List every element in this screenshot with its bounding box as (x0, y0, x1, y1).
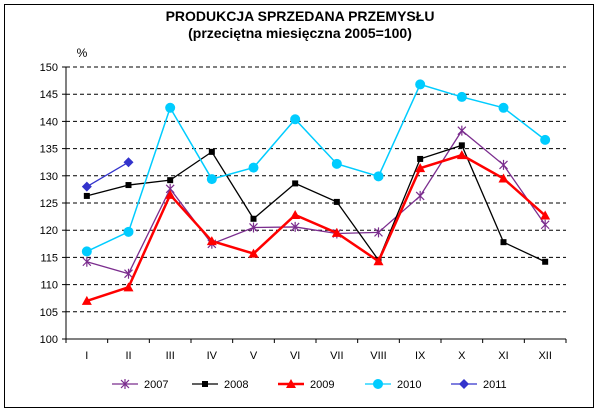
legend-label: 2009 (310, 379, 334, 391)
series-line-2009 (86, 153, 546, 303)
data-point-2009 (498, 173, 509, 183)
y-tick-label: 140 (40, 116, 58, 128)
data-point-2008 (83, 192, 90, 199)
data-point-2010 (540, 134, 551, 145)
x-tick-label: XI (498, 350, 508, 362)
series-line-2007 (86, 129, 546, 275)
series-line-2011 (86, 161, 129, 188)
data-point-2009 (206, 236, 217, 246)
data-point-2007 (124, 268, 133, 279)
data-point-2010 (123, 226, 134, 237)
data-point-2010 (248, 162, 259, 173)
data-point-2010 (81, 246, 92, 257)
data-point-2007 (540, 219, 550, 230)
data-point-2010 (206, 174, 217, 185)
x-tick-label: IX (415, 350, 426, 362)
legend-marker (373, 379, 383, 389)
data-point-2007 (82, 256, 92, 267)
data-point-2011 (81, 181, 92, 192)
data-point-2007 (457, 125, 467, 136)
data-point-2009 (165, 189, 176, 199)
legend-label: 2011 (483, 379, 507, 391)
y-tick-label: 145 (40, 89, 58, 101)
x-tick-label: VII (330, 350, 343, 362)
y-tick-label: 105 (40, 307, 58, 319)
chart-title: PRODUKCJA SPRZEDANA PRZEMYSŁU (165, 8, 435, 24)
data-point-2008 (208, 148, 215, 155)
data-point-2010 (498, 102, 509, 113)
y-tick-label: 125 (40, 198, 58, 210)
y-tick-label: 110 (40, 280, 58, 292)
data-point-2009 (81, 295, 92, 305)
data-point-2010 (290, 114, 301, 125)
legend-label: 2008 (224, 379, 248, 391)
x-tick-label: II (125, 350, 131, 362)
legend-marker (286, 379, 296, 388)
data-point-2008 (125, 182, 132, 189)
legend-label: 2010 (397, 379, 421, 391)
chart-subtitle: (przeciętna miesięczna 2005=100) (188, 25, 412, 41)
x-tick-label: X (458, 350, 466, 362)
x-tick-label: V (250, 350, 258, 362)
data-point-2009 (456, 150, 467, 160)
data-point-2008 (458, 142, 465, 149)
data-point-2010 (373, 171, 384, 182)
data-point-2008 (333, 198, 340, 205)
data-point-2008 (250, 215, 257, 222)
data-point-2010 (165, 102, 176, 113)
x-tick-label: VI (290, 350, 300, 362)
data-point-2008 (292, 180, 299, 187)
legend-marker (459, 379, 469, 389)
x-tick-label: XII (538, 350, 551, 362)
series-line-2010 (86, 83, 546, 253)
y-tick-label: 135 (40, 144, 58, 156)
data-point-2009 (331, 227, 342, 237)
data-point-2007 (415, 190, 425, 201)
x-tick-label: IV (207, 350, 218, 362)
data-point-2007 (249, 222, 258, 233)
data-point-2007 (499, 159, 508, 170)
data-point-2008 (167, 177, 174, 184)
y-tick-label: 100 (40, 334, 58, 346)
y-tick-label: 150 (40, 62, 58, 74)
data-point-2010 (456, 91, 467, 102)
x-tick-label: III (166, 350, 175, 362)
data-point-2011 (123, 157, 134, 168)
x-tick-label: I (85, 350, 88, 362)
data-point-2009 (540, 210, 551, 220)
data-point-2008 (417, 155, 424, 162)
data-point-2009 (373, 256, 384, 266)
y-tick-label: 130 (40, 171, 58, 183)
data-point-2009 (415, 163, 426, 173)
data-point-2008 (500, 239, 507, 246)
y-tick-label: 115 (40, 252, 58, 264)
data-point-2007 (290, 221, 300, 232)
data-point-2010 (415, 79, 426, 90)
series-line-2008 (86, 144, 546, 263)
data-point-2009 (248, 248, 259, 258)
data-point-2009 (290, 209, 301, 219)
x-tick-label: VIII (370, 350, 387, 362)
y-tick-label: 120 (40, 225, 58, 237)
data-point-2009 (123, 282, 134, 292)
chart-frame (4, 4, 594, 408)
data-point-2007 (374, 227, 383, 238)
legend-label: 2007 (144, 379, 168, 391)
y-axis-label: % (77, 46, 88, 60)
legend-marker (120, 379, 130, 389)
data-point-2008 (542, 258, 549, 265)
legend-marker (202, 381, 208, 387)
data-point-2010 (331, 158, 342, 169)
